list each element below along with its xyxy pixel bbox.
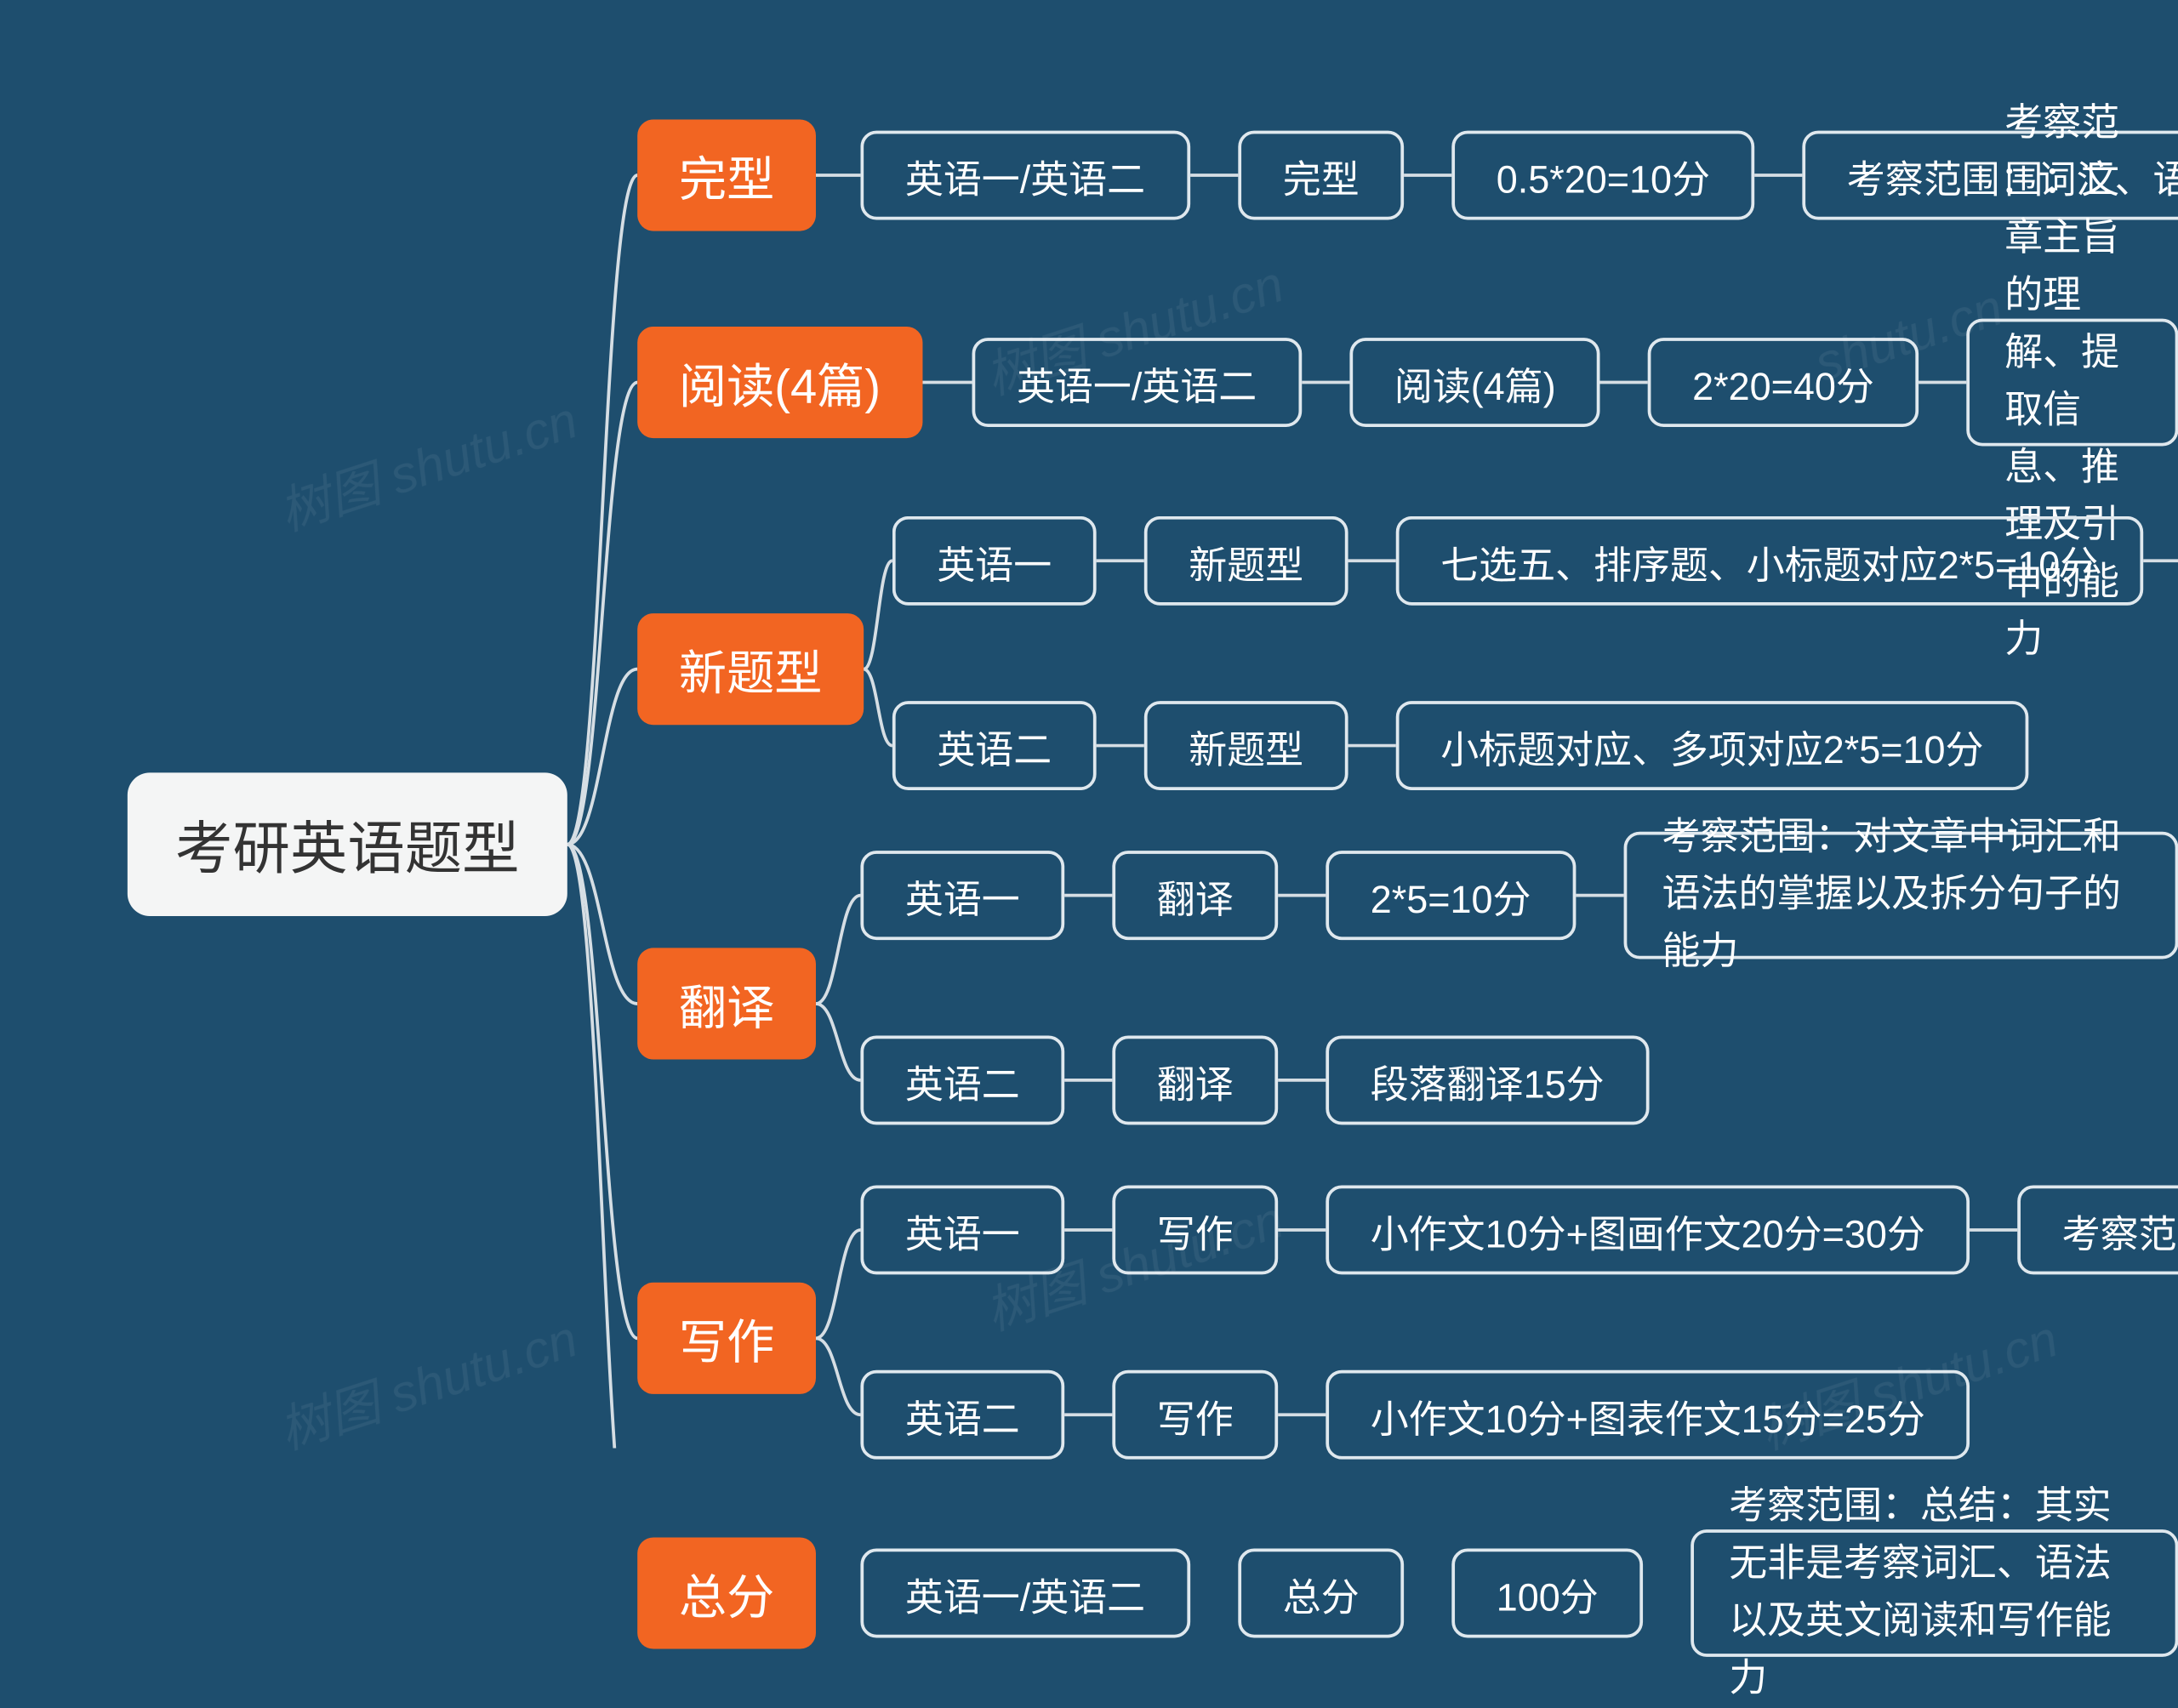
category-c6[interactable]: 总分 [637,1537,816,1648]
leaf-c5-b0-n3: 考察范围：书面表达 [2017,1186,2178,1275]
leaf-c1-n0: 英语一/英语二 [860,131,1189,220]
category-c2[interactable]: 阅读(4篇) [637,327,922,438]
leaf-c1-n2: 0.5*20=10分 [1451,131,1754,220]
leaf-c3-b1-n0: 英语二 [892,701,1097,790]
leaf-c2-n1: 阅读(4篇) [1349,338,1600,427]
leaf-c1-n1: 完型 [1238,131,1404,220]
leaf-c5-b1-n0: 英语二 [860,1370,1064,1460]
leaf-c3-b1-n2: 小标题对应、多项对应2*5=10分 [1396,701,2028,790]
leaf-c5-b1-n2: 小作文10分+图表作文15分=25分 [1326,1370,1970,1460]
leaf-c4-b1-n1: 翻译 [1112,1035,1278,1124]
leaf-c3-b0-n1: 新题型 [1144,516,1348,606]
leaf-c4-b1-n2: 段落翻译15分 [1326,1035,1649,1124]
category-c1[interactable]: 完型 [637,119,816,231]
leaf-c6-n2: 100分 [1451,1549,1643,1638]
leaf-c4-b1-n0: 英语二 [860,1035,1064,1124]
leaf-c6-n1: 总分 [1238,1549,1404,1638]
leaf-c4-b0-n3: 考察范围：对文章中词汇和语法的掌握以及拆分句子的能力 [1624,832,2178,959]
leaf-c3-b1-n1: 新题型 [1144,701,1348,790]
leaf-c5-b1-n1: 写作 [1112,1370,1278,1460]
leaf-c6-n3: 考察范围：总结：其实无非是考察词汇、语法以及英文阅读和写作能力 [1691,1529,2178,1657]
leaf-c5-b0-n1: 写作 [1112,1186,1278,1275]
leaf-c4-b0-n0: 英语一 [860,851,1064,940]
category-c5[interactable]: 写作 [637,1283,816,1394]
leaf-c2-n0: 英语一/英语二 [972,338,1302,427]
root-node: 考研英语题型 [128,772,567,916]
leaf-c2-n3: 考察范围：文章主旨的理解、提取信息、推理及引申的能力 [1966,319,2178,447]
leaf-c4-b0-n2: 2*5=10分 [1326,851,1576,940]
leaf-c5-b0-n0: 英语一 [860,1186,1064,1275]
leaf-c3-b0-n0: 英语一 [892,516,1097,606]
category-c4[interactable]: 翻译 [637,948,816,1059]
category-c3[interactable]: 新题型 [637,613,864,725]
leaf-c3-b0-n2: 七选五、排序题、小标题对应2*5=10分 [1396,516,2143,606]
leaf-c2-n2: 2*20=40分 [1648,338,1919,427]
leaf-c5-b0-n2: 小作文10分+图画作文20分=30分 [1326,1186,1970,1275]
leaf-c4-b0-n1: 翻译 [1112,851,1278,940]
leaf-c6-n0: 英语一/英语二 [860,1549,1189,1638]
